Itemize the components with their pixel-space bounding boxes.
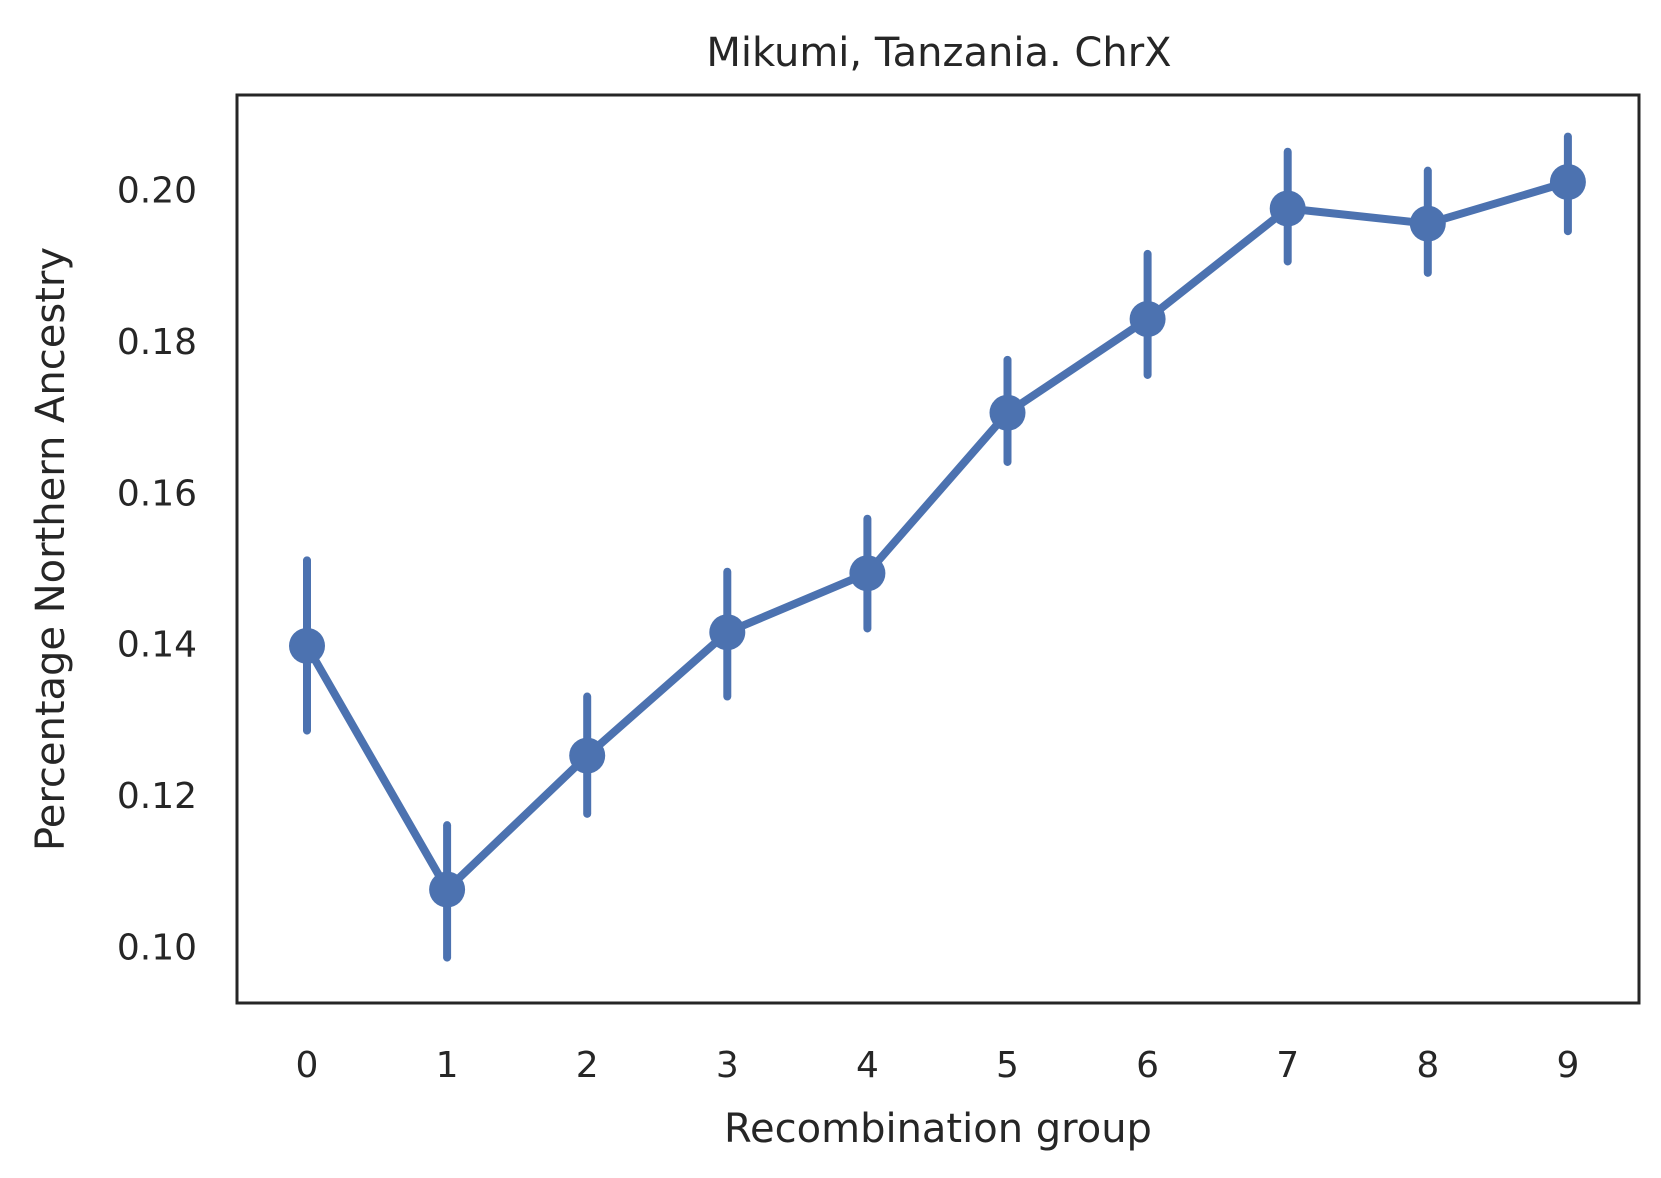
data-point	[569, 737, 606, 774]
data-point	[1269, 190, 1306, 227]
x-tick-label: 7	[1276, 1045, 1299, 1086]
y-tick-label: 0.10	[117, 927, 197, 968]
data-point	[1549, 164, 1586, 201]
x-tick-label: 6	[1136, 1045, 1159, 1086]
x-tick-label: 3	[716, 1045, 739, 1086]
x-axis-label: Recombination group	[724, 1106, 1152, 1152]
series-line	[303, 178, 1572, 894]
x-tick-label: 0	[296, 1045, 319, 1086]
data-point	[709, 614, 746, 651]
x-tick-label: 4	[856, 1045, 879, 1086]
data-point	[1129, 300, 1166, 337]
x-tick-label: 8	[1416, 1045, 1439, 1086]
error-bars	[303, 132, 1572, 962]
y-axis-label: Percentage Northern Ancestry	[28, 247, 74, 851]
y-tick-label: 0.16	[117, 473, 197, 514]
data-point	[429, 871, 466, 908]
x-tick-label: 5	[996, 1045, 1019, 1086]
y-tick-label: 0.18	[117, 322, 197, 363]
series-line-layer	[303, 178, 1572, 894]
data-point	[289, 627, 325, 664]
y-tick-label: 0.20	[117, 171, 197, 212]
x-tick-label: 1	[436, 1045, 459, 1086]
data-points	[289, 164, 1586, 908]
y-tick-label: 0.12	[117, 776, 197, 817]
data-point	[989, 394, 1026, 431]
x-axis: 0 1 2 3 4 5 6 7 8 9	[296, 1045, 1580, 1086]
x-tick-label: 2	[576, 1045, 599, 1086]
y-tick-label: 0.14	[117, 625, 197, 666]
data-point	[1409, 205, 1446, 242]
plot-frame	[235, 93, 1641, 1005]
data-point	[849, 555, 886, 592]
y-axis: 0.10 0.12 0.14 0.16 0.18 0.20	[117, 171, 197, 969]
chart-title: Mikumi, Tanzania. ChrX	[706, 30, 1171, 76]
x-tick-label: 9	[1556, 1045, 1579, 1086]
